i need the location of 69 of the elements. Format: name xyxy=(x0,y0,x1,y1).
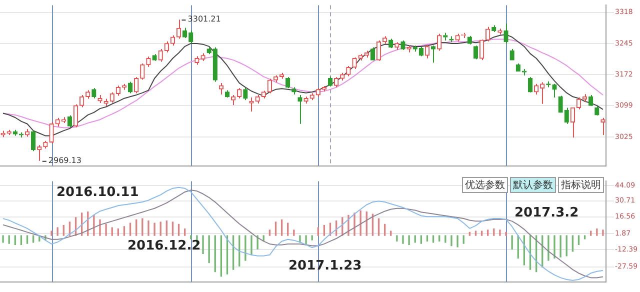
candlestick xyxy=(158,48,163,62)
candlestick xyxy=(134,76,139,94)
candlestick xyxy=(61,116,66,124)
annotation: 优选参数 xyxy=(462,177,508,193)
candlestick xyxy=(424,44,430,59)
candlestick xyxy=(400,40,406,50)
candlestick xyxy=(534,83,539,96)
candlestick xyxy=(92,88,96,99)
candlestick xyxy=(298,94,302,124)
candlestick xyxy=(540,82,545,104)
candlestick xyxy=(104,98,108,107)
annotation: 默认参数 xyxy=(510,177,556,193)
candlestick xyxy=(498,28,502,36)
candlestick xyxy=(340,72,345,81)
candlestick xyxy=(79,94,84,108)
candlestick xyxy=(128,81,133,94)
candlestick xyxy=(140,62,145,80)
candlestick xyxy=(486,26,490,42)
candlestick xyxy=(516,62,520,72)
candlestick xyxy=(237,88,242,99)
candlestick xyxy=(358,54,363,61)
candlestick xyxy=(152,54,157,62)
candlestick xyxy=(194,56,200,66)
candlestick xyxy=(600,117,606,136)
candlestick xyxy=(73,104,78,128)
candlestick xyxy=(230,94,236,106)
candlestick xyxy=(352,57,357,70)
candlestick xyxy=(328,76,333,87)
candlestick xyxy=(188,30,194,44)
candlestick xyxy=(24,128,30,138)
candlestick xyxy=(212,46,218,82)
candlestick xyxy=(255,94,260,104)
candlestick xyxy=(146,56,151,68)
candlestick xyxy=(200,52,206,62)
candlestick xyxy=(564,107,569,124)
candlestick xyxy=(243,87,248,101)
candlestick xyxy=(394,42,400,50)
candlestick xyxy=(182,27,188,38)
candlestick xyxy=(346,66,351,77)
candlestick xyxy=(176,19,182,40)
candlestick xyxy=(492,24,496,32)
candlestick xyxy=(334,76,339,88)
candlestick xyxy=(292,86,296,96)
annotation: 指标说明 xyxy=(558,177,604,193)
candlestick xyxy=(55,117,60,127)
candlestick xyxy=(522,68,527,76)
candlestick xyxy=(528,76,533,92)
candlestick xyxy=(430,45,436,64)
candlestick xyxy=(267,78,272,94)
candlestick xyxy=(86,90,90,100)
candlestick xyxy=(261,90,266,99)
candlestick xyxy=(552,83,557,98)
candlestick xyxy=(18,132,24,138)
candlestick xyxy=(49,122,54,144)
candlestick xyxy=(218,82,224,96)
candlestick xyxy=(461,32,466,38)
candlestick xyxy=(12,129,18,136)
candlestick xyxy=(316,88,320,98)
annotation: 2017.3.2 xyxy=(514,205,579,220)
candlestick xyxy=(455,33,460,42)
candlestick xyxy=(164,40,169,53)
annotation: 2016.10.11 xyxy=(56,185,139,200)
candlestick xyxy=(304,96,308,104)
candlestick xyxy=(98,94,102,104)
candlestick xyxy=(170,34,176,46)
candlestick xyxy=(437,33,442,52)
candlestick xyxy=(504,22,508,44)
candlestick xyxy=(322,86,327,92)
candlestick xyxy=(67,114,72,128)
